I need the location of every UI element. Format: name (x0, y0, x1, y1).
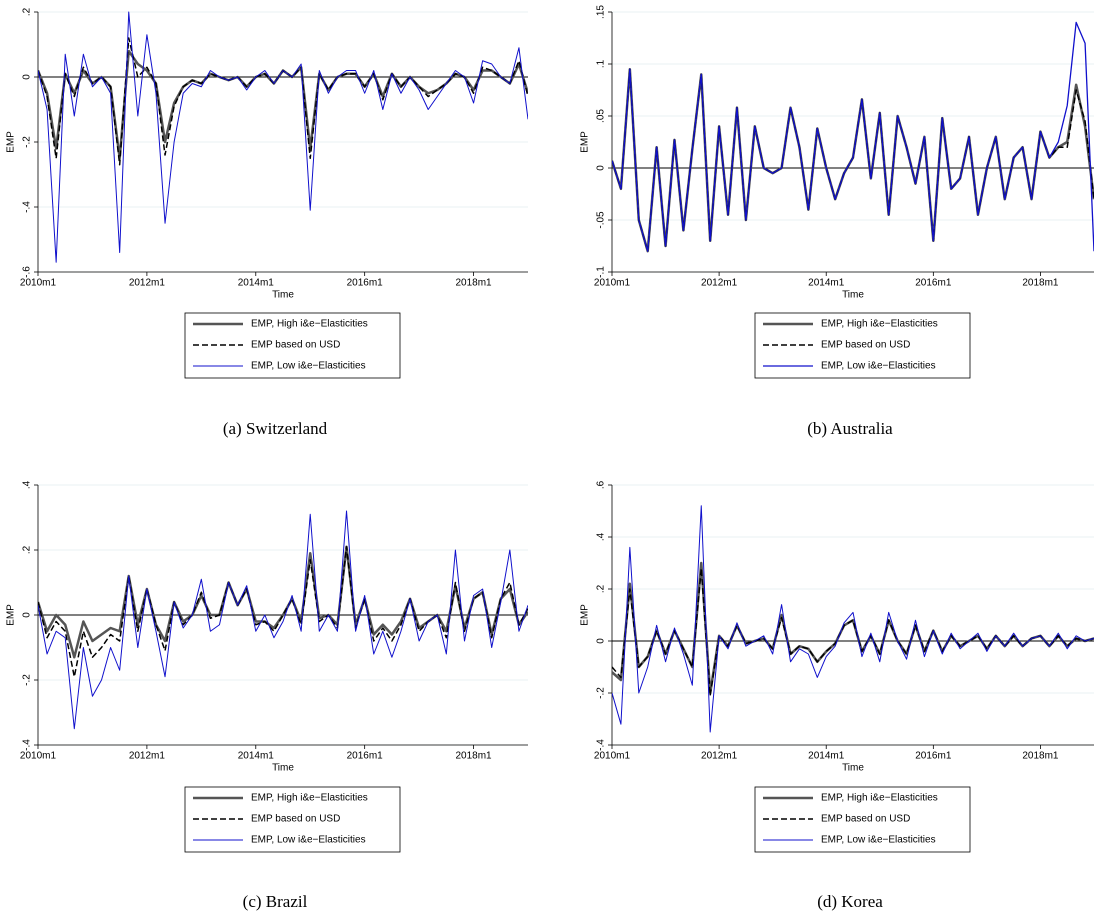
x-tick-label: 2012m1 (129, 751, 166, 762)
x-axis-title: Time (272, 763, 294, 774)
y-tick-label: .2 (22, 545, 33, 554)
y-tick-label: -.4 (596, 739, 607, 751)
panel: -.4 -.2 0 .2 .4 2010m1 2012m1 2014m1 2016m1 2018m… (6, 480, 528, 911)
x-tick-label: 2012m1 (701, 278, 738, 289)
caption: (a) Switzerland (223, 419, 328, 438)
panel: -.4 -.2 0 .2 .4 .6 2010m1 2012m1 2014m1 2016m1 201… (580, 480, 1094, 911)
series-line (612, 21, 1094, 252)
x-tick-label: 2010m1 (20, 278, 57, 289)
series-line (38, 510, 528, 730)
y-tick-label: 0 (22, 612, 33, 618)
y-tick-label: .15 (596, 5, 607, 19)
x-tick-label: 2014m1 (238, 751, 275, 762)
legend-label: EMP, Low i&e−Elasticities (821, 361, 936, 372)
y-tick-label: 0 (596, 165, 607, 171)
caption: (b) Australia (807, 419, 893, 438)
series-line (38, 546, 528, 678)
x-tick-label: 2016m1 (915, 751, 952, 762)
caption: (d) Korea (817, 892, 883, 911)
legend-label: EMP, High i&e−Elasticities (251, 319, 368, 330)
y-tick-label: -.6 (22, 266, 33, 278)
y-tick-label: 0 (596, 638, 607, 644)
legend-label: EMP, Low i&e−Elasticities (251, 835, 366, 846)
legend-label: EMP, High i&e−Elasticities (251, 793, 368, 804)
legend-label: EMP, High i&e−Elasticities (821, 319, 938, 330)
x-tick-label: 2018m1 (455, 751, 492, 762)
x-tick-label: 2018m1 (1022, 278, 1059, 289)
x-tick-label: 2014m1 (808, 751, 845, 762)
y-tick-label: -.2 (596, 687, 607, 699)
y-tick-label: .4 (596, 532, 607, 541)
series-line (612, 505, 1094, 733)
legend-label: EMP, Low i&e−Elasticities (821, 835, 936, 846)
series-line (38, 11, 528, 263)
legend-label: EMP, High i&e−Elasticities (821, 793, 938, 804)
x-axis-title: Time (842, 290, 864, 301)
y-tick-label: -.4 (22, 739, 33, 751)
x-tick-label: 2012m1 (701, 751, 738, 762)
legend-label: EMP based on USD (821, 814, 910, 825)
y-tick-label: -.2 (22, 136, 33, 148)
x-tick-label: 2016m1 (347, 751, 384, 762)
panel: -.6 -.4 -.2 0 .2 2010m1 2012m1 2014m1 2016m1 2018… (6, 7, 528, 438)
x-tick-label: 2012m1 (129, 278, 166, 289)
series-line (612, 567, 1094, 697)
y-tick-label: .6 (596, 480, 607, 489)
x-tick-label: 2016m1 (347, 278, 384, 289)
series-line (38, 545, 528, 659)
y-tick-label: 0 (22, 74, 33, 80)
y-tick-label: -.1 (596, 266, 607, 278)
y-tick-label: .2 (596, 584, 607, 593)
y-tick-label: -.2 (22, 674, 33, 686)
x-tick-label: 2010m1 (594, 278, 631, 289)
legend-label: EMP based on USD (251, 814, 340, 825)
x-tick-label: 2010m1 (20, 751, 57, 762)
x-tick-label: 2018m1 (1022, 751, 1059, 762)
x-axis-title: Time (842, 763, 864, 774)
y-tick-label: .4 (22, 480, 33, 489)
legend-label: EMP based on USD (251, 340, 340, 351)
y-axis-title: EMP (580, 604, 591, 626)
series-line (612, 561, 1094, 695)
panel: -.1 -.05 0 .05 .1 .15 2010m1 2012m1 2014m1 2016m1… (580, 5, 1094, 438)
y-axis-title: EMP (6, 131, 17, 153)
y-axis-title: EMP (580, 131, 591, 153)
legend-label: EMP based on USD (821, 340, 910, 351)
y-tick-label: -.4 (22, 201, 33, 213)
y-axis-title: EMP (6, 604, 17, 626)
caption: (c) Brazil (243, 892, 308, 911)
y-tick-label: .2 (22, 7, 33, 16)
x-tick-label: 2010m1 (594, 751, 631, 762)
y-tick-label: -.05 (596, 211, 607, 229)
y-tick-label: .1 (596, 59, 607, 68)
x-tick-label: 2014m1 (238, 278, 275, 289)
x-tick-label: 2016m1 (915, 278, 952, 289)
x-tick-label: 2018m1 (455, 278, 492, 289)
y-tick-label: .05 (596, 109, 607, 123)
x-tick-label: 2014m1 (808, 278, 845, 289)
x-axis-title: Time (272, 290, 294, 301)
legend-label: EMP, Low i&e−Elasticities (251, 361, 366, 372)
